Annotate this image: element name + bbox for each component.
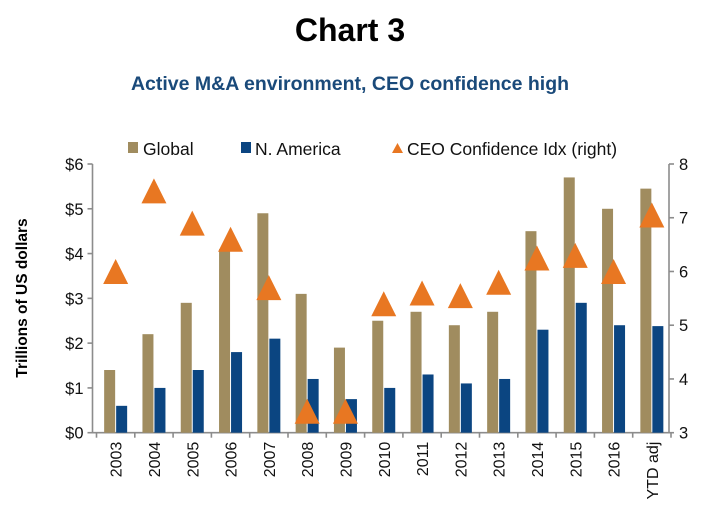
bar-north-america (499, 378, 511, 433)
bar-north-america (422, 374, 434, 433)
x-tick-label: 2003 (109, 442, 126, 478)
bars (104, 177, 664, 433)
bar-global (142, 334, 154, 433)
marker-ceo-confidence (371, 291, 397, 317)
bar-global (180, 302, 192, 433)
x-tick-label: YTD adj (645, 442, 662, 500)
bar-north-america (460, 383, 472, 433)
x-tick-label: 2016 (607, 442, 624, 478)
marker-ceo-confidence (486, 269, 512, 295)
y-tick-label-right: 6 (679, 263, 688, 281)
marker-ceo-confidence (141, 178, 167, 204)
bar-global (219, 249, 231, 433)
x-tick-label: 2007 (262, 442, 279, 478)
y-tick-label-left: $3 (65, 290, 83, 308)
bar-north-america (652, 326, 664, 433)
bar-north-america (154, 387, 166, 433)
y-tick-label-left: $6 (65, 156, 83, 174)
legend: Global N. America CEO Confidence Idx (ri… (128, 139, 617, 159)
bar-global (525, 231, 537, 433)
bar-global (487, 311, 499, 433)
y-tick-label-right: 5 (679, 317, 688, 335)
marker-ceo-confidence (218, 226, 244, 252)
bar-global (640, 188, 652, 433)
bar-global (448, 325, 460, 433)
marker-ceo-confidence (562, 242, 588, 268)
legend-label-north-america: N. America (255, 139, 341, 159)
y-tick-label-left: $4 (65, 246, 83, 264)
marker-ceo-confidence (409, 280, 435, 306)
legend-swatch-north-america (241, 142, 251, 153)
x-tick-label: 2011 (415, 442, 432, 477)
axes: $0 $1 $2 $3 $4 $5 $6 3 4 5 6 7 8 2003 2004 2005 2006 2007… (65, 156, 688, 499)
y-tick-label-right: 3 (679, 425, 688, 443)
bar-global (333, 347, 345, 433)
marker-ceo-confidence (294, 398, 320, 424)
chart-subtitle: Active M&A environment, CEO confidence h… (130, 73, 570, 95)
bar-global (410, 311, 422, 433)
bar-global (295, 293, 307, 433)
x-tick-label: 2015 (568, 442, 585, 478)
x-tick-label: 2014 (530, 442, 547, 478)
bar-north-america (192, 370, 204, 433)
x-tick-label: 2010 (377, 442, 394, 478)
bar-north-america (307, 378, 319, 433)
x-tick-label: 2013 (492, 442, 509, 478)
bar-global (257, 213, 269, 433)
y-axis-title-left: Trillions of US dollars (14, 218, 31, 377)
x-tick-label: 2006 (224, 442, 241, 478)
chart-title: Chart 3 (294, 12, 406, 48)
legend-swatch-ceo-confidence-triangle-icon (392, 143, 403, 153)
y-tick-label-left: $0 (65, 425, 83, 443)
bar-north-america (537, 329, 549, 433)
y-tick-label-right: 7 (679, 210, 688, 228)
marker-ceo-confidence (447, 283, 473, 309)
x-tick-label: 2005 (185, 442, 202, 478)
marker-ceo-confidence (179, 210, 205, 236)
bar-global (602, 208, 614, 433)
bar-global (563, 177, 575, 433)
legend-label-ceo-confidence: CEO Confidence Idx (right) (407, 139, 617, 159)
y-tick-label-left: $1 (65, 380, 83, 398)
y-tick-label-left: $2 (65, 335, 83, 353)
bar-north-america (116, 405, 128, 433)
x-tick-label: 2008 (300, 442, 317, 478)
y-tick-label-right: 8 (679, 156, 688, 174)
legend-swatch-global (128, 142, 138, 153)
marker-ceo-confidence (639, 202, 665, 228)
ceo-markers (103, 178, 665, 424)
marker-ceo-confidence (601, 258, 627, 284)
bar-north-america (269, 338, 281, 433)
bar-global (372, 320, 384, 433)
bar-north-america (231, 352, 243, 433)
bar-north-america (384, 387, 396, 433)
x-tick-label: 2009 (338, 442, 355, 478)
bar-north-america (614, 325, 626, 433)
marker-ceo-confidence (332, 398, 358, 424)
marker-ceo-confidence (524, 245, 550, 271)
x-tick-label: 2012 (453, 442, 470, 478)
bar-global (104, 370, 116, 433)
legend-label-global: Global (143, 139, 194, 159)
marker-ceo-confidence (256, 275, 282, 301)
y-tick-label-left: $5 (65, 201, 83, 219)
marker-ceo-confidence (103, 258, 129, 284)
x-tick-label: 2004 (147, 442, 164, 478)
bar-north-america (575, 302, 587, 433)
y-tick-label-right: 4 (679, 371, 688, 389)
